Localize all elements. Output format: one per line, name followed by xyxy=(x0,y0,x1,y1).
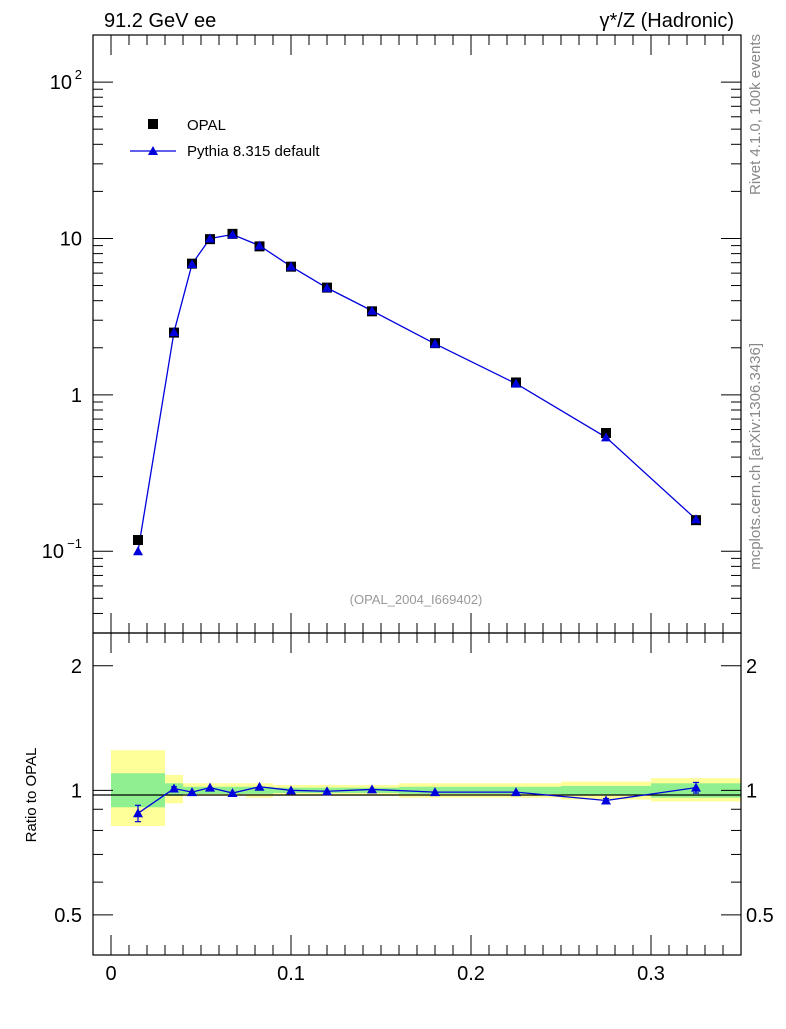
legend-label-pythia: Pythia 8.315 default xyxy=(187,143,320,160)
legend: OPAL Pythia 8.315 default xyxy=(130,117,320,160)
rivet-label: Rivet 4.1.0, 100k events xyxy=(747,34,764,195)
ratio-pythia-point xyxy=(286,785,296,795)
pythia-point xyxy=(205,233,215,243)
pythia-point xyxy=(322,282,332,292)
legend-marker-opal xyxy=(148,119,158,129)
xtick-label: 0 xyxy=(105,963,116,985)
ratio-pythia-point xyxy=(227,788,238,798)
ratio-ytick-label-right: 1 xyxy=(746,780,757,802)
main-ytick-label: 10 xyxy=(60,228,82,250)
xtick-label: 0.1 xyxy=(277,963,305,985)
ratio-axis-ticks: 0.5 0.5 1 1 2 2 0 0.1 0.2 0.3 xyxy=(54,633,774,985)
title-right: γ*/Z (Hadronic) xyxy=(600,10,734,32)
ratio-pythia-point xyxy=(205,782,215,792)
pythia-point xyxy=(601,432,611,442)
pythia-point xyxy=(430,338,440,348)
pythia-point xyxy=(511,378,521,388)
xtick-label: 0.2 xyxy=(457,963,485,985)
pythia-line xyxy=(137,233,697,552)
ratio-pythia-point xyxy=(511,787,521,797)
ratio-ytick-label-right: 2 xyxy=(746,656,757,678)
ratio-ytick-label-right: 0.5 xyxy=(746,905,774,927)
ratio-ytick-label-left: 2 xyxy=(71,656,82,678)
pythia-point xyxy=(169,327,179,337)
main-ytick-exponent: 2 xyxy=(75,67,82,82)
ratio-panel: 0.5 0.5 1 1 2 2 0 0.1 0.2 0.3 Ratio to OPAL xyxy=(23,632,774,985)
ratio-pythia-point xyxy=(430,787,440,797)
ratio-ytick-label-left: 0.5 xyxy=(54,905,82,927)
ratio-pythia-point xyxy=(367,784,377,794)
legend-marker-pythia xyxy=(148,146,158,155)
xtick-label: 0.3 xyxy=(637,963,665,985)
ratio-pythia-point xyxy=(187,787,197,797)
title-left: 91.2 GeV ee xyxy=(104,10,216,32)
ratio-pythia-point xyxy=(169,783,179,793)
ratio-band-stat xyxy=(111,773,165,808)
pythia-point xyxy=(254,240,265,250)
ratio-ytick-label-left: 1 xyxy=(71,780,82,802)
main-series xyxy=(133,228,701,556)
header: 91.2 GeV ee γ*/Z (Hadronic) xyxy=(104,10,734,32)
ratio-series xyxy=(133,781,701,823)
ratio-pythia-point xyxy=(601,795,611,805)
main-ytick-exponent: −1 xyxy=(67,536,82,551)
pythia-point xyxy=(286,261,296,271)
ratio-pythia-point xyxy=(254,781,265,791)
analysis-reference: (OPAL_2004_I669402) xyxy=(350,592,483,607)
pythia-point xyxy=(227,229,238,239)
ratio-pythia-point xyxy=(691,782,701,792)
legend-label-opal: OPAL xyxy=(187,117,226,134)
ratio-band-stat xyxy=(561,785,651,795)
main-ytick-label: 1 xyxy=(71,385,82,407)
ratio-pythia-point xyxy=(322,786,332,796)
pythia-point xyxy=(133,546,143,556)
pythia-point xyxy=(367,305,377,315)
main-ytick-label: 10 xyxy=(42,541,64,563)
pythia-point xyxy=(691,514,701,524)
mcplots-label: mcplots.cern.ch [arXiv:1306.3436] xyxy=(747,343,764,570)
main-ytick-label: 10 xyxy=(50,72,72,94)
pythia-point xyxy=(187,259,197,269)
ratio-pythia-point xyxy=(133,808,143,818)
ratio-ylabel: Ratio to OPAL xyxy=(23,748,40,843)
side-labels: Rivet 4.1.0, 100k events mcplots.cern.ch… xyxy=(747,34,764,570)
opal-point xyxy=(133,534,143,545)
